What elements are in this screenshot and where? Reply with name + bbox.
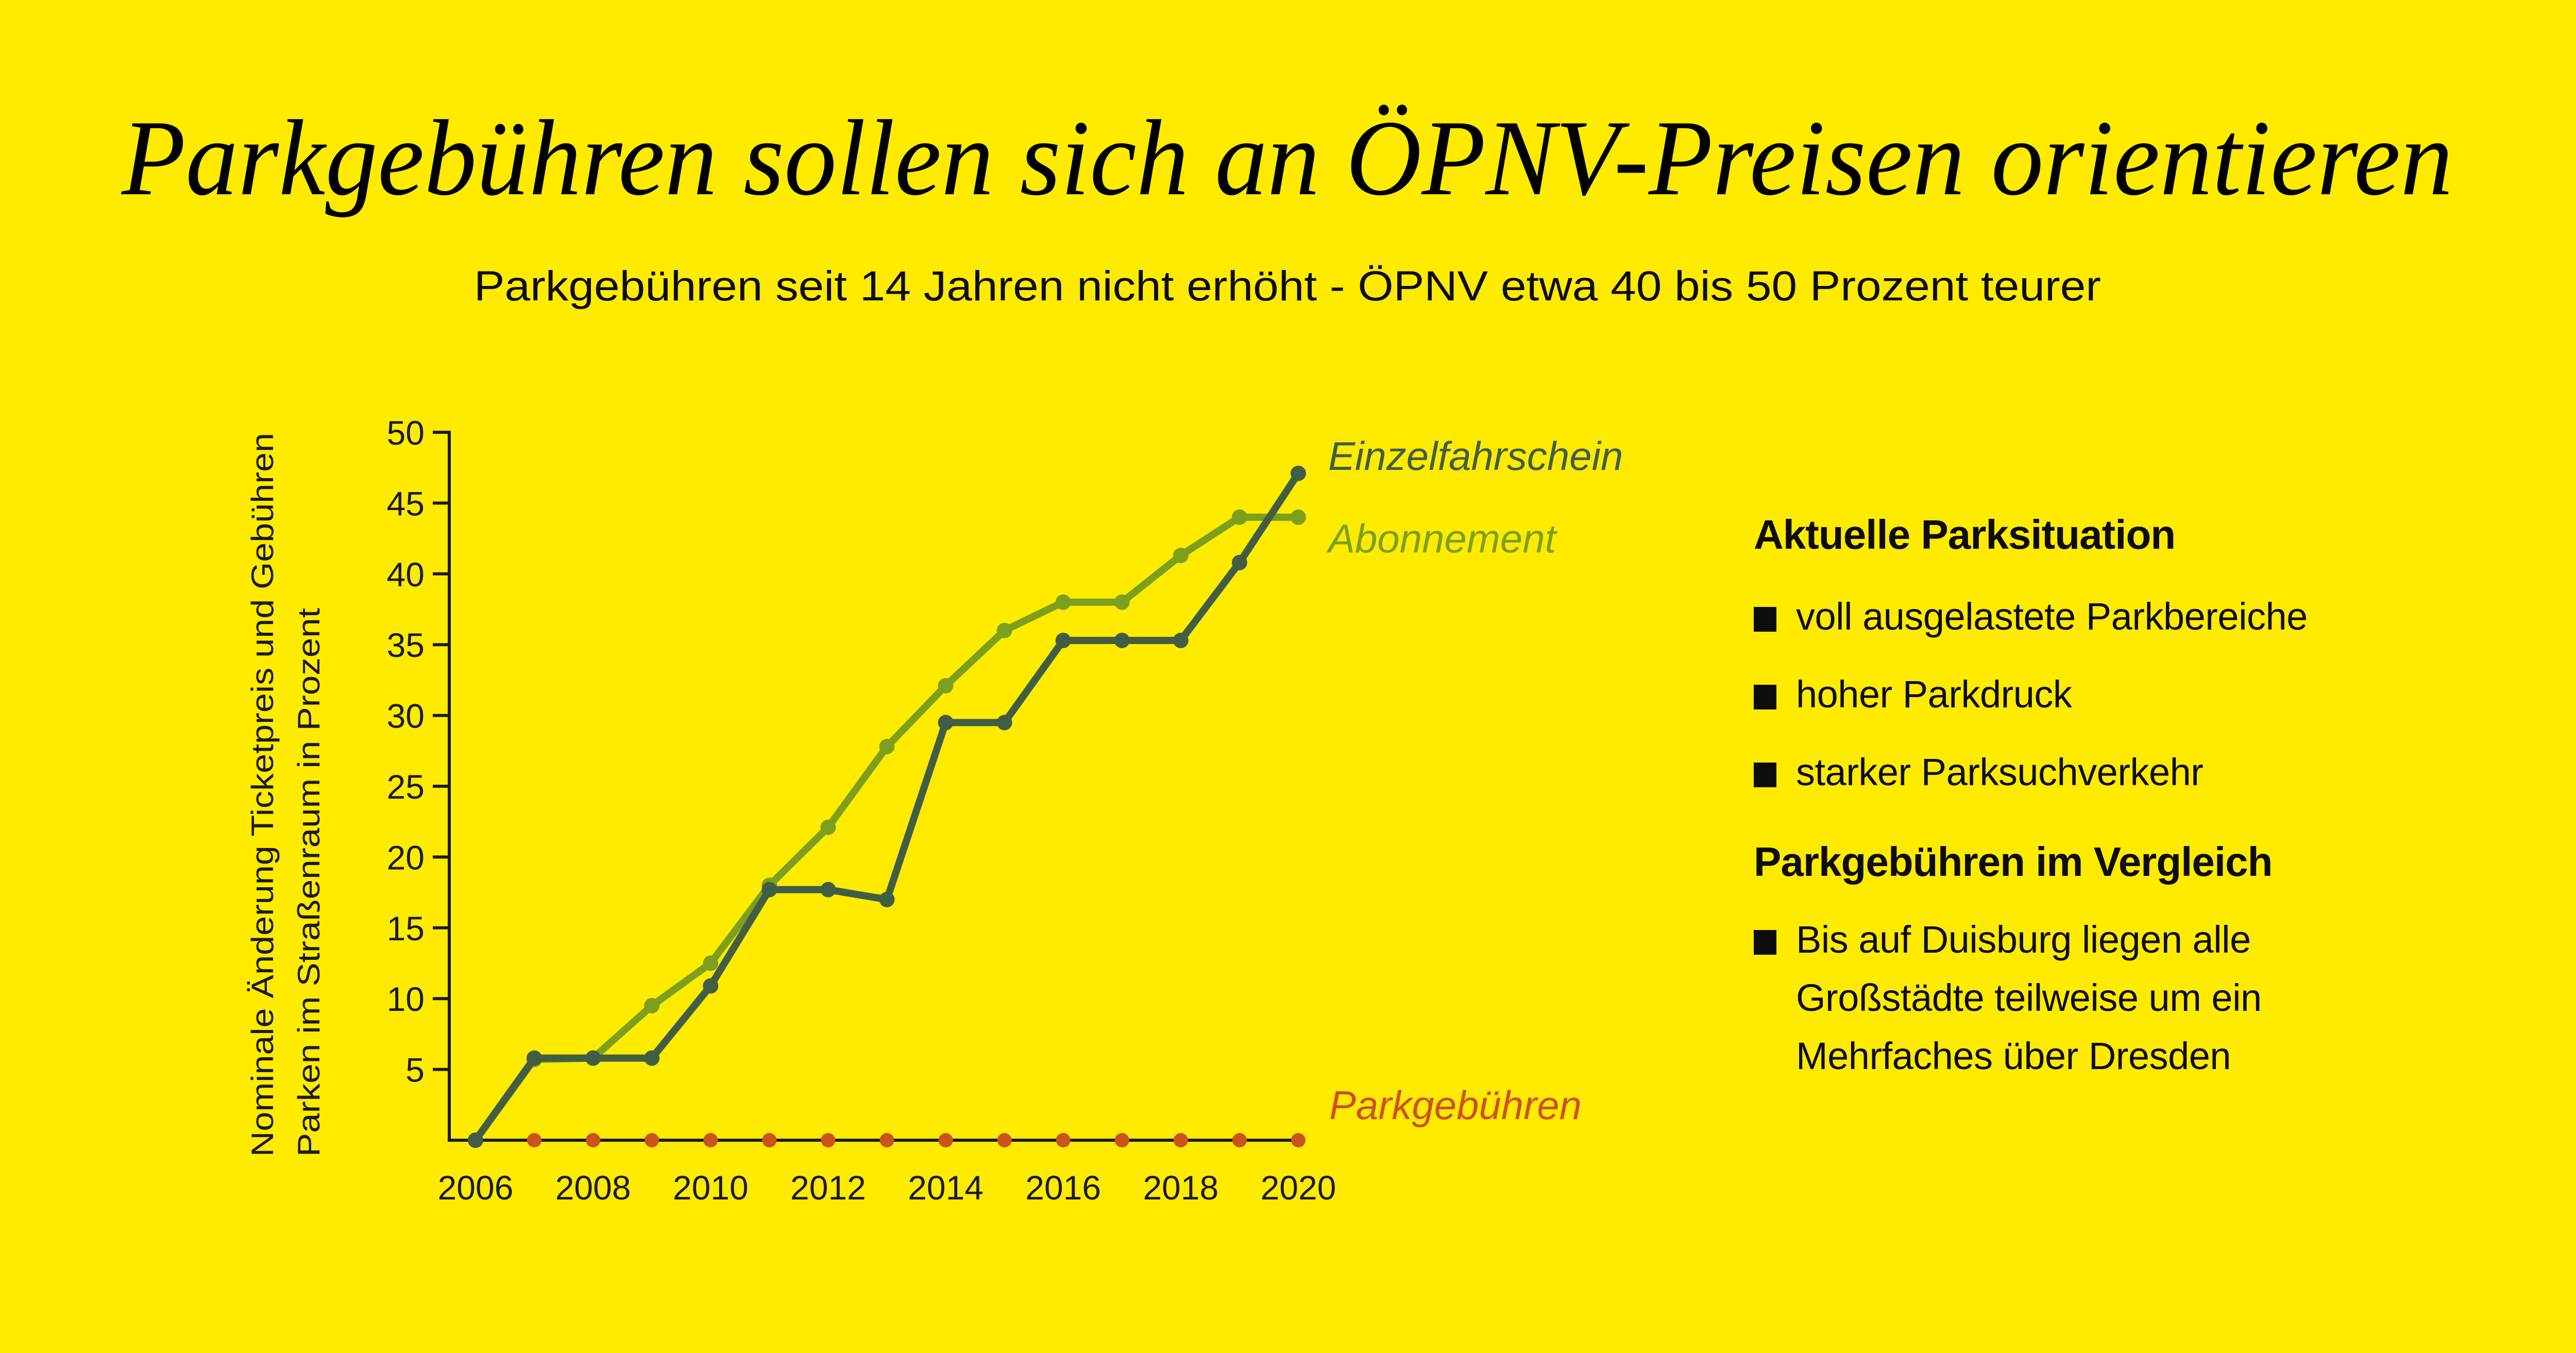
page-title: Parkgebühren sollen sich an ÖPNV-Preisen…: [121, 98, 2453, 218]
square-bullet-icon: [1754, 763, 1776, 787]
square-bullet-icon: [1754, 607, 1776, 632]
series-parkgebuehren: [527, 1133, 1306, 1147]
square-bullet-icon: [1754, 930, 1776, 955]
x-axis-ticks: 2006 2008 2010 2012 2014 2016 2018 2020: [438, 1169, 1336, 1207]
section-current-parking: Aktuelle Parksituation voll ausgelastete…: [1754, 510, 2527, 801]
data-point-einzelfahrschein-2006: [468, 1132, 483, 1148]
x-tick-label: 2006: [438, 1169, 514, 1207]
data-point-einzelfahrschein-2017: [1114, 632, 1130, 648]
data-point-abonnement-2014: [938, 678, 954, 694]
data-point-einzelfahrschein-2018: [1173, 632, 1189, 648]
page-subtitle: Parkgebühren seit 14 Jahren nicht erhöht…: [474, 263, 2101, 310]
section-fee-comparison: Parkgebühren im Vergleich Bis auf Duisbu…: [1754, 837, 2527, 1085]
list-item: hoher Parkdruck: [1754, 665, 2527, 723]
data-point-einzelfahrschein-2020: [1291, 465, 1306, 481]
y-tick-label: 25: [387, 768, 425, 806]
y-tick-label: 45: [387, 484, 425, 522]
data-point-parkgebuehren-2010: [703, 1133, 718, 1147]
list-item: Bis auf Duisburg liegen alle Großstädte …: [1754, 910, 2404, 1085]
y-tick-label: 15: [387, 909, 425, 948]
data-point-parkgebuehren-2015: [997, 1133, 1012, 1147]
y-axis-ticks: 5 10 15 20 25 30 35 40 45 50: [387, 414, 449, 1089]
list-item-text: voll ausgelastete Parkbereiche: [1796, 595, 2308, 638]
y-tick-label: 30: [387, 697, 425, 735]
list-item: voll ausgelastete Parkbereiche: [1754, 587, 2527, 646]
data-point-abonnement-2013: [879, 739, 895, 755]
x-tick-label: 2016: [1025, 1169, 1101, 1207]
series-layer: [468, 465, 1306, 1148]
y-tick-label: 35: [387, 626, 425, 664]
y-tick-label: 40: [387, 555, 425, 594]
info-panel: Aktuelle Parksituation voll ausgelastete…: [1754, 510, 2527, 1085]
data-point-einzelfahrschein-2008: [585, 1050, 601, 1066]
legend-label-einzelfahrschein: Einzelfahrschein: [1328, 433, 1623, 479]
data-point-einzelfahrschein-2019: [1231, 554, 1247, 570]
list-item-text: Bis auf Duisburg liegen alle Großstädte …: [1796, 918, 2262, 1077]
data-point-parkgebuehren-2012: [821, 1133, 836, 1147]
data-point-parkgebuehren-2011: [762, 1133, 777, 1147]
data-point-einzelfahrschein-2016: [1055, 632, 1071, 648]
series-einzelfahrschein: [468, 465, 1306, 1148]
list-item-text: hoher Parkdruck: [1796, 673, 2072, 716]
data-point-parkgebuehren-2019: [1232, 1133, 1247, 1147]
y-tick-label: 10: [387, 980, 425, 1018]
legend-label-parkgebuehren: Parkgebühren: [1329, 1083, 1582, 1128]
x-tick-label: 2012: [790, 1169, 866, 1207]
data-point-parkgebuehren-2008: [586, 1133, 601, 1147]
data-point-abonnement-2016: [1055, 594, 1071, 610]
x-tick-label: 2018: [1143, 1169, 1218, 1207]
data-point-parkgebuehren-2016: [1056, 1133, 1071, 1147]
y-axis-title-line-2: Parken im Straßenraum in Prozent: [292, 608, 326, 1157]
data-point-parkgebuehren-2018: [1173, 1133, 1188, 1147]
data-point-abonnement-2019: [1231, 509, 1247, 525]
data-point-einzelfahrschein-2011: [761, 882, 777, 898]
data-point-einzelfahrschein-2012: [820, 882, 836, 898]
data-point-einzelfahrschein-2010: [703, 978, 719, 994]
legend: Einzelfahrschein Abonnement Parkgebühren: [1326, 433, 1623, 1128]
y-axis-title: Nominale Änderung Ticketpreis und Gebühr…: [245, 433, 326, 1157]
section-heading: Aktuelle Parksituation: [1754, 512, 2176, 557]
y-tick-label: 5: [405, 1051, 425, 1089]
bullet-list: Bis auf Duisburg liegen alle Großstädte …: [1754, 910, 2527, 1085]
data-point-parkgebuehren-2020: [1291, 1133, 1306, 1147]
data-point-parkgebuehren-2013: [879, 1133, 894, 1147]
data-point-abonnement-2010: [703, 955, 719, 971]
list-item: starker Parksuchverkehr: [1754, 743, 2527, 801]
y-axis-title-line-1: Nominale Änderung Ticketpreis und Gebühr…: [245, 433, 280, 1157]
data-point-parkgebuehren-2007: [527, 1133, 542, 1147]
square-bullet-icon: [1754, 685, 1776, 709]
bullet-list: voll ausgelastete Parkbereiche hoher Par…: [1754, 587, 2527, 801]
x-tick-label: 2008: [555, 1169, 631, 1207]
y-tick-label: 50: [387, 414, 425, 452]
y-tick-label: 20: [387, 838, 425, 876]
data-point-abonnement-2018: [1173, 548, 1189, 564]
data-point-abonnement-2009: [644, 997, 660, 1013]
x-tick-label: 2010: [673, 1169, 749, 1207]
data-point-einzelfahrschein-2013: [879, 891, 895, 907]
data-point-parkgebuehren-2014: [938, 1133, 953, 1147]
x-tick-label: 2014: [908, 1169, 984, 1207]
data-point-einzelfahrschein-2014: [938, 715, 954, 731]
data-point-abonnement-2020: [1291, 509, 1306, 525]
data-point-abonnement-2012: [820, 819, 836, 835]
data-point-einzelfahrschein-2007: [527, 1050, 543, 1066]
line-chart: Nominale Änderung Ticketpreis und Gebühr…: [245, 414, 1623, 1207]
section-heading: Parkgebühren im Vergleich: [1754, 839, 2273, 885]
data-point-abonnement-2017: [1114, 594, 1130, 610]
data-point-einzelfahrschein-2015: [996, 715, 1012, 731]
list-item-text: starker Parksuchverkehr: [1796, 751, 2204, 793]
data-point-abonnement-2015: [996, 622, 1012, 638]
data-point-parkgebuehren-2009: [645, 1133, 659, 1147]
data-point-parkgebuehren-2017: [1114, 1133, 1129, 1147]
legend-label-abonnement: Abonnement: [1326, 516, 1558, 561]
x-tick-label: 2020: [1261, 1169, 1336, 1207]
data-point-einzelfahrschein-2009: [644, 1050, 660, 1066]
